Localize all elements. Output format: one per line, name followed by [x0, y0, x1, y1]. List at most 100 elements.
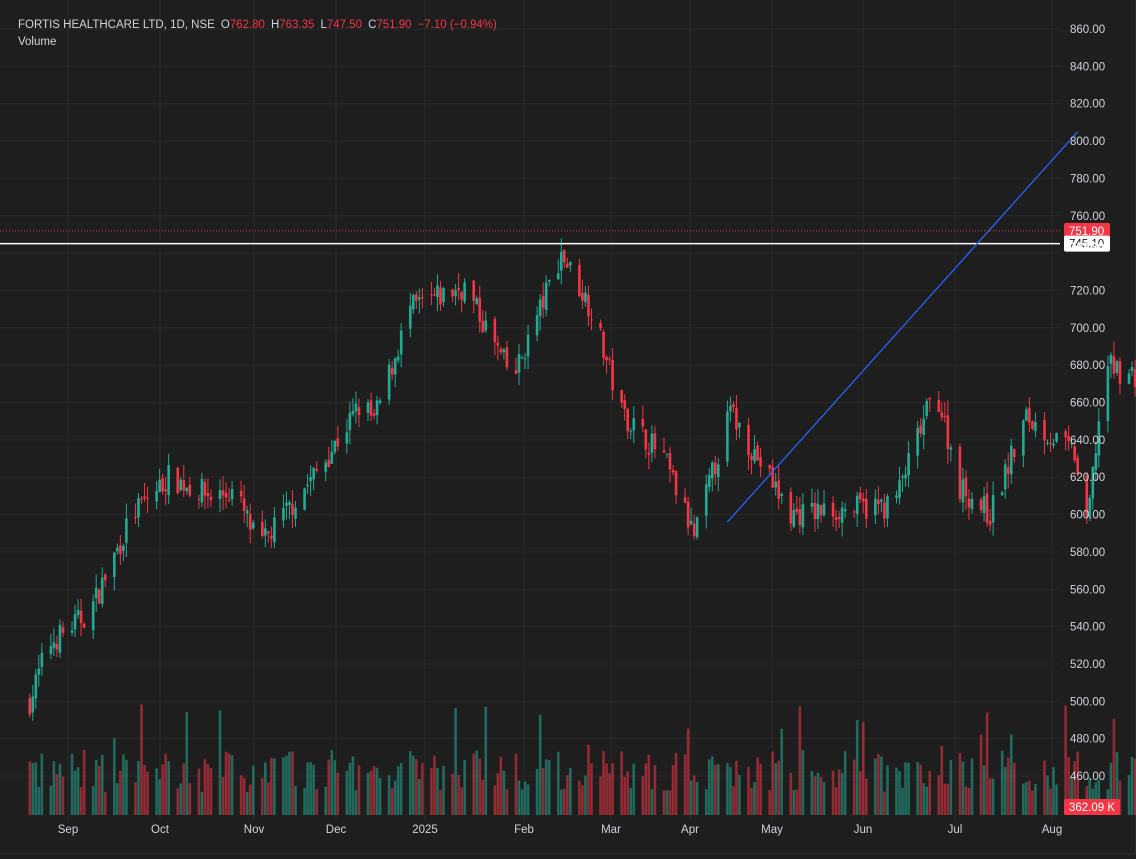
- volume-bar: [103, 791, 107, 815]
- time-axis[interactable]: Sep Oct Nov Dec 2025 Feb Mar Apr May Jun Jul Aug: [58, 824, 1062, 836]
- candle-body: [1034, 421, 1037, 432]
- volume-bar: [1034, 783, 1037, 815]
- candle-body: [91, 601, 95, 631]
- volume-value-label: 362.09 K: [1069, 802, 1115, 814]
- candle-body: [454, 290, 457, 297]
- volume-bar: [188, 783, 192, 815]
- candle-body: [34, 674, 38, 699]
- candle-body: [28, 698, 32, 715]
- close-label: C: [368, 19, 377, 31]
- volume-bar: [958, 752, 962, 815]
- volume-bar: [880, 756, 883, 815]
- candle-body: [1022, 420, 1025, 456]
- volume-bar: [58, 763, 62, 815]
- volume-bar: [1127, 774, 1131, 815]
- volume-bar: [707, 759, 711, 815]
- price-tick-label: 540.00: [1070, 622, 1105, 634]
- last-price-label: 751.90: [1069, 226, 1104, 238]
- candle-body: [221, 490, 225, 496]
- volume-bar: [155, 768, 158, 815]
- volume-bar: [484, 706, 488, 815]
- volume-bar: [1009, 734, 1013, 815]
- time-tick-label: Sep: [58, 824, 78, 836]
- volume-bar: [985, 712, 989, 815]
- volume-bar: [76, 767, 80, 815]
- candle-body: [354, 403, 358, 412]
- volume-bar: [100, 754, 104, 815]
- volume-bar: [248, 784, 252, 815]
- candle-body: [505, 347, 509, 368]
- candle-body: [1076, 457, 1079, 474]
- volume-bar: [1097, 779, 1101, 815]
- candle-body: [753, 449, 756, 462]
- trendline[interactable]: [726, 131, 1079, 523]
- volume-legend-label[interactable]: Volume: [18, 36, 57, 48]
- volume-bar: [185, 711, 189, 815]
- volume-bar: [623, 776, 626, 815]
- candle-body: [158, 479, 161, 493]
- candle-body: [137, 498, 140, 518]
- candle-body: [1106, 366, 1110, 422]
- change-value: −7.10 (−0.94%): [417, 19, 497, 31]
- candle-body: [197, 498, 201, 500]
- candle-body: [940, 412, 944, 418]
- candle-body: [662, 450, 666, 453]
- volume-bar: [116, 783, 119, 815]
- candle-body: [964, 477, 968, 497]
- volume-bar: [478, 758, 482, 815]
- volume-bar: [294, 786, 297, 815]
- candle-body: [245, 510, 249, 514]
- volume-bar: [732, 786, 735, 815]
- volume-bar: [1055, 784, 1058, 815]
- candle-body: [916, 428, 919, 456]
- symbol-title[interactable]: FORTIS HEALTHCARE LTD, 1D, NSE: [18, 19, 215, 31]
- volume-bar: [502, 770, 506, 815]
- candle-body: [58, 624, 62, 653]
- candle-body: [378, 400, 382, 403]
- volume-bar: [1006, 757, 1010, 815]
- candle-body: [155, 491, 158, 502]
- drawings[interactable]: [0, 131, 1079, 523]
- candle-body: [1112, 356, 1116, 374]
- volume-bar: [1012, 762, 1016, 815]
- candle-body: [146, 498, 149, 500]
- candle-body: [843, 509, 847, 512]
- candle-body: [644, 429, 648, 450]
- volume-bar: [629, 787, 633, 815]
- price-tick-label: 580.00: [1070, 547, 1105, 559]
- candle-body: [813, 503, 817, 520]
- volume-bar: [907, 762, 910, 815]
- candle-body: [324, 462, 328, 472]
- candle-body: [119, 545, 122, 554]
- volume-bar: [209, 768, 213, 815]
- volume-bar: [55, 774, 59, 815]
- volume-bar: [1052, 767, 1055, 815]
- price-axis[interactable]: 860.00 840.00 820.00 800.00 780.00 760.00 720.…: [1064, 24, 1120, 815]
- volume-bar: [251, 765, 255, 815]
- volume-bar: [351, 756, 355, 815]
- price-tick-label: 480.00: [1070, 734, 1105, 746]
- candle-body: [188, 484, 192, 496]
- volume-bar: [122, 754, 125, 815]
- candle-body: [520, 357, 524, 359]
- volume-bar: [587, 744, 590, 815]
- candle-body: [348, 412, 352, 430]
- candle-body: [578, 264, 581, 297]
- candle-body: [185, 487, 189, 492]
- candle-body: [822, 503, 826, 516]
- volume-bar: [904, 762, 907, 815]
- volume-bar: [73, 770, 77, 815]
- volume-bar: [1070, 777, 1073, 815]
- candle-body: [390, 368, 394, 375]
- volume-bar: [674, 752, 678, 815]
- candle-body: [82, 623, 86, 628]
- volume-bar: [387, 775, 391, 815]
- volume-bar: [837, 769, 841, 815]
- volume-bar: [282, 757, 285, 815]
- volume-bar: [967, 787, 971, 815]
- candle-body: [559, 251, 563, 271]
- price-tick-label: 780.00: [1070, 173, 1105, 185]
- candle-body: [886, 496, 889, 519]
